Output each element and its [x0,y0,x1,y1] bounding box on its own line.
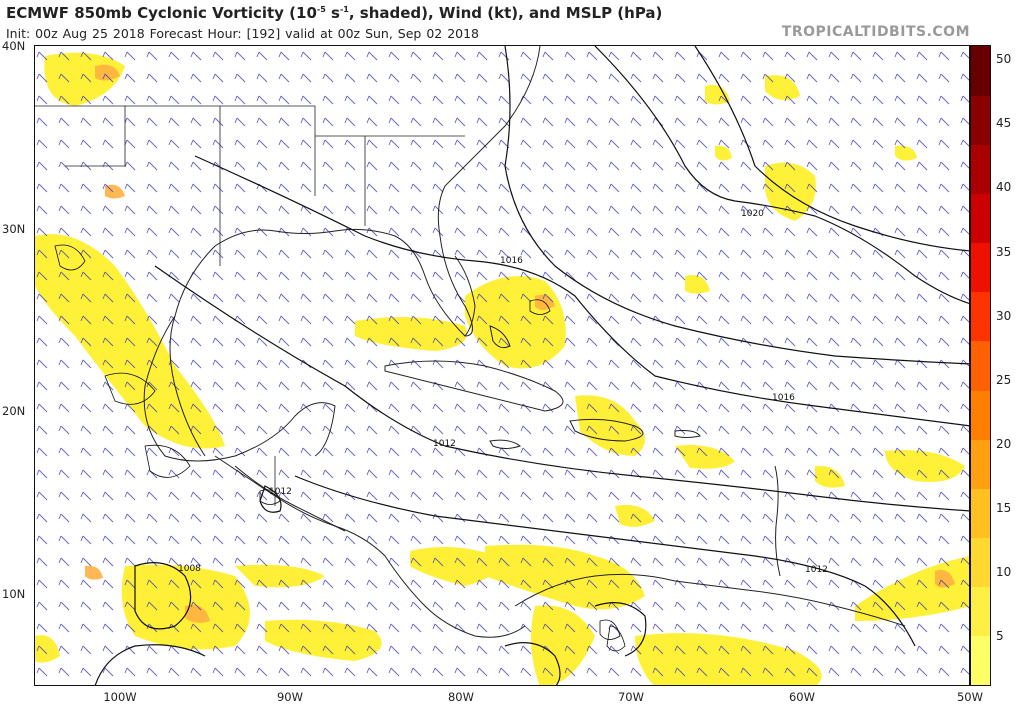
isobar-label-1016-b: 1016 [772,393,795,403]
lat-label-20n: 20N [2,404,26,418]
colorbar-segment [971,390,990,440]
colorbar-segment [971,635,990,686]
colorbar-segment [971,488,990,539]
isobar-label-1012-a: 1012 [433,439,456,449]
isobars [94,46,969,685]
brand-watermark: TROPICALTIDBITS.COM [781,24,970,40]
colorbar-segment [971,291,990,342]
colorbar-label-30: 30 [996,309,1012,323]
isobar-label-1012-c: 1012 [805,565,828,575]
colorbar-segment [971,242,990,293]
isobar-label-1008: 1008 [178,564,201,574]
lon-label-90w: 90W [276,690,304,704]
lon-label-70w: 70W [617,690,645,704]
lon-label-80w: 80W [447,690,475,704]
colorbar-segment [971,95,990,145]
colorbar-segment [971,193,990,244]
colorbar-segment [971,537,990,588]
colorbar-label-15: 15 [996,501,1012,515]
lat-label-40n: 40N [2,39,26,53]
colorbar-segment [971,46,990,96]
isobar-labels: 1020 1016 1016 1012 1012 1012 1008 [178,209,828,575]
map-subtitle: Init: 00z Aug 25 2018 Forecast Hour: [19… [6,26,480,41]
borders [35,105,465,506]
colorbar-segment [971,439,990,489]
colorbar-label-50: 50 [996,52,1012,66]
isobar-label-1012-b: 1012 [269,487,292,497]
lat-label-10n: 10N [2,587,26,601]
weather-map: 1020 1016 1016 1012 1012 1012 1008 [34,45,970,686]
lon-label-50w: 50W [956,690,984,704]
lon-label-60w: 60W [788,690,816,704]
colorbar-label-10: 10 [996,565,1012,579]
colorbar-label-40: 40 [996,180,1012,194]
colorbar-segment [971,144,990,194]
vorticity-contours [54,244,626,652]
colorbar-label-20: 20 [996,437,1012,451]
coastlines [143,46,906,638]
colorbar-label-45: 45 [996,116,1012,130]
map-canvas: 1020 1016 1016 1012 1012 1012 1008 [35,46,969,685]
isobar-label-1016-a: 1016 [500,256,523,266]
colorbar-segment [971,340,990,391]
isobar-label-1020: 1020 [741,209,764,219]
colorbar-label-35: 35 [996,245,1012,259]
lon-label-100w: 100W [103,690,137,704]
wind-barbs [35,46,969,685]
map-title: ECMWF 850mb Cyclonic Vorticity (10-5 s-1… [6,4,663,22]
colorbar-label-5: 5 [996,629,1004,643]
colorbar [970,45,991,686]
lat-label-30n: 30N [2,222,26,236]
colorbar-segment [971,586,990,637]
colorbar-label-25: 25 [996,373,1012,387]
